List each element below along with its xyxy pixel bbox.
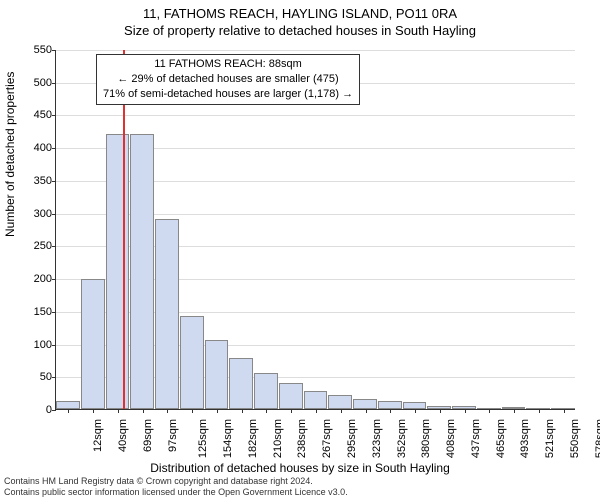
x-tick-label: 521sqm xyxy=(544,419,556,458)
y-tick-label: 150 xyxy=(34,306,56,318)
x-tick-mark xyxy=(167,409,168,413)
histogram-bar xyxy=(353,399,377,409)
histogram-bar xyxy=(180,316,204,409)
histogram-bar xyxy=(378,401,402,409)
histogram-bar xyxy=(254,373,278,409)
histogram-bar xyxy=(229,358,253,409)
x-tick-label: 550sqm xyxy=(569,419,581,458)
x-tick-label: 182sqm xyxy=(247,419,259,458)
plot-area: 05010015020025030035040045050055012sqm40… xyxy=(55,50,575,410)
x-tick-label: 408sqm xyxy=(445,419,457,458)
x-tick-mark xyxy=(514,409,515,413)
grid-line xyxy=(56,50,575,51)
x-tick-mark xyxy=(440,409,441,413)
y-tick-label: 400 xyxy=(34,142,56,154)
x-tick-label: 352sqm xyxy=(396,419,408,458)
y-tick-label: 350 xyxy=(34,175,56,187)
x-tick-label: 40sqm xyxy=(117,419,129,452)
footer: Contains HM Land Registry data © Crown c… xyxy=(4,476,596,498)
x-tick-mark xyxy=(489,409,490,413)
histogram-bar xyxy=(304,391,328,409)
histogram-bar xyxy=(56,401,80,409)
x-tick-mark xyxy=(68,409,69,413)
x-tick-label: 238sqm xyxy=(297,419,309,458)
x-tick-label: 12sqm xyxy=(92,419,104,452)
x-tick-mark xyxy=(266,409,267,413)
x-tick-label: 267sqm xyxy=(321,419,333,458)
x-tick-label: 380sqm xyxy=(420,419,432,458)
x-tick-mark xyxy=(341,409,342,413)
title-line-2: Size of property relative to detached ho… xyxy=(0,23,600,40)
annotation-line-3: 71% of semi-detached houses are larger (… xyxy=(103,87,353,102)
x-tick-mark xyxy=(415,409,416,413)
x-tick-mark xyxy=(316,409,317,413)
annotation-line-1: 11 FATHOMS REACH: 88sqm xyxy=(103,57,353,72)
histogram-bar xyxy=(81,279,105,409)
x-tick-label: 69sqm xyxy=(142,419,154,452)
x-tick-mark xyxy=(465,409,466,413)
x-tick-label: 125sqm xyxy=(198,419,210,458)
x-tick-label: 323sqm xyxy=(371,419,383,458)
x-tick-label: 437sqm xyxy=(470,419,482,458)
x-tick-mark xyxy=(93,409,94,413)
footer-line-1: Contains HM Land Registry data © Crown c… xyxy=(4,476,596,487)
y-tick-label: 550 xyxy=(34,44,56,56)
chart-title: 11, FATHOMS REACH, HAYLING ISLAND, PO11 … xyxy=(0,0,600,40)
x-tick-label: 465sqm xyxy=(495,419,507,458)
x-tick-mark xyxy=(564,409,565,413)
x-axis-label: Distribution of detached houses by size … xyxy=(0,461,600,475)
y-tick-label: 250 xyxy=(34,240,56,252)
histogram-bar xyxy=(130,134,154,409)
x-tick-mark xyxy=(118,409,119,413)
y-tick-label: 100 xyxy=(34,339,56,351)
x-tick-label: 295sqm xyxy=(346,419,358,458)
title-line-1: 11, FATHOMS REACH, HAYLING ISLAND, PO11 … xyxy=(0,6,600,23)
x-tick-label: 493sqm xyxy=(519,419,531,458)
footer-line-2: Contains public sector information licen… xyxy=(4,487,596,498)
y-axis-label: Number of detached properties xyxy=(3,72,17,237)
x-tick-mark xyxy=(143,409,144,413)
x-tick-label: 154sqm xyxy=(222,419,234,458)
histogram-bar xyxy=(155,219,179,409)
annotation-box: 11 FATHOMS REACH: 88sqm ← 29% of detache… xyxy=(96,54,360,105)
histogram-bar xyxy=(328,395,352,409)
y-tick-label: 200 xyxy=(34,273,56,285)
x-tick-mark xyxy=(217,409,218,413)
y-tick-label: 300 xyxy=(34,208,56,220)
chart-container: 11, FATHOMS REACH, HAYLING ISLAND, PO11 … xyxy=(0,0,600,500)
y-tick-label: 450 xyxy=(34,109,56,121)
x-tick-mark xyxy=(390,409,391,413)
x-tick-label: 578sqm xyxy=(594,419,600,458)
x-tick-label: 210sqm xyxy=(272,419,284,458)
x-tick-mark xyxy=(242,409,243,413)
x-tick-label: 97sqm xyxy=(167,419,179,452)
annotation-line-2: ← 29% of detached houses are smaller (47… xyxy=(103,72,353,87)
x-tick-mark xyxy=(539,409,540,413)
grid-line xyxy=(56,115,575,116)
x-tick-mark xyxy=(291,409,292,413)
histogram-bar xyxy=(205,340,229,409)
histogram-bar xyxy=(106,134,130,409)
y-tick-label: 0 xyxy=(46,404,56,416)
x-tick-mark xyxy=(192,409,193,413)
y-tick-label: 500 xyxy=(34,77,56,89)
histogram-bar xyxy=(279,383,303,409)
x-tick-mark xyxy=(366,409,367,413)
y-tick-label: 50 xyxy=(40,371,56,383)
